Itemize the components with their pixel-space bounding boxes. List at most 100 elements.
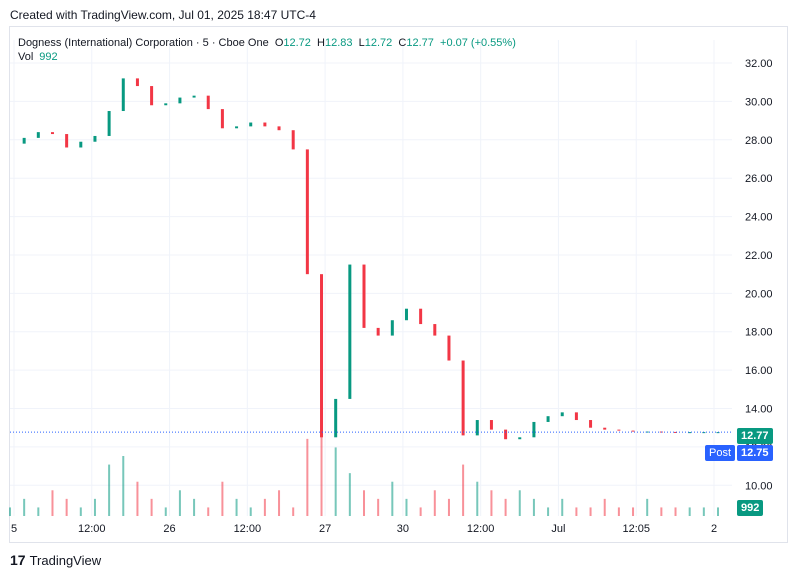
price-candle xyxy=(22,137,26,144)
chart-frame[interactable] xyxy=(9,26,788,543)
y-tick-label: 10.00 xyxy=(745,480,773,492)
price-candle xyxy=(291,130,295,150)
volume-bar xyxy=(518,490,521,516)
y-tick-label: 20.00 xyxy=(745,288,773,300)
volume-bar xyxy=(150,498,153,516)
tradingview-logo-icon: 17 xyxy=(10,552,26,568)
price-candle xyxy=(532,421,536,438)
volume-value: 992 xyxy=(39,51,58,63)
open-value: 12.72 xyxy=(283,37,311,49)
volume-bar xyxy=(207,507,210,516)
price-candle xyxy=(546,416,550,422)
volume-bar xyxy=(278,490,281,516)
post-market-price-badge: 12.75 xyxy=(737,445,773,461)
y-tick-label: 32.00 xyxy=(745,58,773,70)
price-candle xyxy=(419,308,423,325)
y-tick-label: 26.00 xyxy=(745,173,773,185)
price-candle xyxy=(475,420,479,436)
volume-bar xyxy=(462,464,465,516)
price-candle xyxy=(376,327,380,336)
volume-bar xyxy=(377,498,380,516)
price-candle xyxy=(631,430,635,432)
symbol-legend: Dogness (International) Corporation · 5 … xyxy=(18,37,516,49)
price-candle xyxy=(305,149,309,275)
price-candle xyxy=(603,427,607,430)
volume-bar xyxy=(688,507,691,516)
price-candle xyxy=(617,429,621,431)
volume-bar xyxy=(306,438,309,516)
price-candle xyxy=(390,320,394,336)
price-candle xyxy=(688,432,692,434)
symbol-name: Dogness (International) Corporation · 5 … xyxy=(18,37,269,49)
price-candle xyxy=(674,431,678,433)
price-candle xyxy=(447,335,451,361)
volume-bar xyxy=(37,507,40,516)
price-candle xyxy=(489,420,493,430)
volume-bar xyxy=(419,507,422,516)
price-candle xyxy=(249,122,253,127)
x-tick-label: 2 xyxy=(711,523,717,535)
price-candle xyxy=(589,420,593,428)
volume-bar xyxy=(674,507,677,516)
price-candle xyxy=(362,264,366,328)
volume-bar xyxy=(490,490,493,516)
high-value: 12.83 xyxy=(324,37,353,49)
price-candle xyxy=(50,132,54,135)
price-candle xyxy=(178,97,182,104)
volume-bar xyxy=(65,498,68,516)
price-candle xyxy=(150,86,154,106)
volume-bar xyxy=(108,464,111,516)
y-tick-label: 24.00 xyxy=(745,212,773,224)
volume-bar xyxy=(405,498,408,516)
volume-bar xyxy=(646,498,649,516)
volume-bar xyxy=(93,498,96,516)
x-tick-label: 12:00 xyxy=(78,523,106,535)
price-candle xyxy=(645,431,649,433)
price-candle xyxy=(107,111,111,136)
x-tick-label: 12:05 xyxy=(622,523,650,535)
volume-bar xyxy=(603,498,606,516)
price-candle xyxy=(433,324,437,336)
volume-bar xyxy=(9,507,11,516)
price-candle xyxy=(206,95,210,110)
volume-bar xyxy=(23,498,26,516)
volume-bar xyxy=(249,507,252,516)
volume-bar xyxy=(476,481,479,516)
volume-bar xyxy=(122,456,125,516)
volume-bar xyxy=(617,507,620,516)
price-candle xyxy=(235,126,239,129)
volume-bar xyxy=(561,498,564,516)
volume-bar xyxy=(292,507,295,516)
y-tick-label: 14.00 xyxy=(745,404,773,416)
price-candle xyxy=(263,122,267,127)
volume-bar xyxy=(193,498,196,516)
x-tick-label: 30 xyxy=(397,523,409,535)
volume-bar xyxy=(263,498,266,516)
price-candle xyxy=(121,78,125,112)
volume-bar xyxy=(136,481,139,516)
price-candle xyxy=(36,132,40,138)
price-candle xyxy=(320,274,324,438)
price-candle xyxy=(574,412,578,421)
price-candle xyxy=(504,429,508,440)
y-tick-label: 30.00 xyxy=(745,96,773,108)
volume-bar xyxy=(235,498,238,516)
last-price-badge: 12.77 xyxy=(737,428,773,444)
price-candle xyxy=(135,78,139,87)
price-candle xyxy=(461,360,465,436)
volume-bar xyxy=(447,498,450,516)
x-tick-label: 12:00 xyxy=(234,523,262,535)
x-tick-label: 5 xyxy=(11,523,17,535)
volume-label: Vol xyxy=(18,51,34,63)
volume-bar xyxy=(532,498,535,516)
price-candle xyxy=(277,126,281,131)
price-candle xyxy=(518,437,522,440)
volume-bar xyxy=(702,507,705,516)
volume-bar xyxy=(547,507,550,516)
volume-badge: 992 xyxy=(737,500,764,516)
x-tick-label: 12:00 xyxy=(467,523,495,535)
tradingview-footer[interactable]: 17 TradingView xyxy=(10,552,101,568)
y-tick-label: 28.00 xyxy=(745,135,773,147)
volume-bar xyxy=(575,507,578,516)
